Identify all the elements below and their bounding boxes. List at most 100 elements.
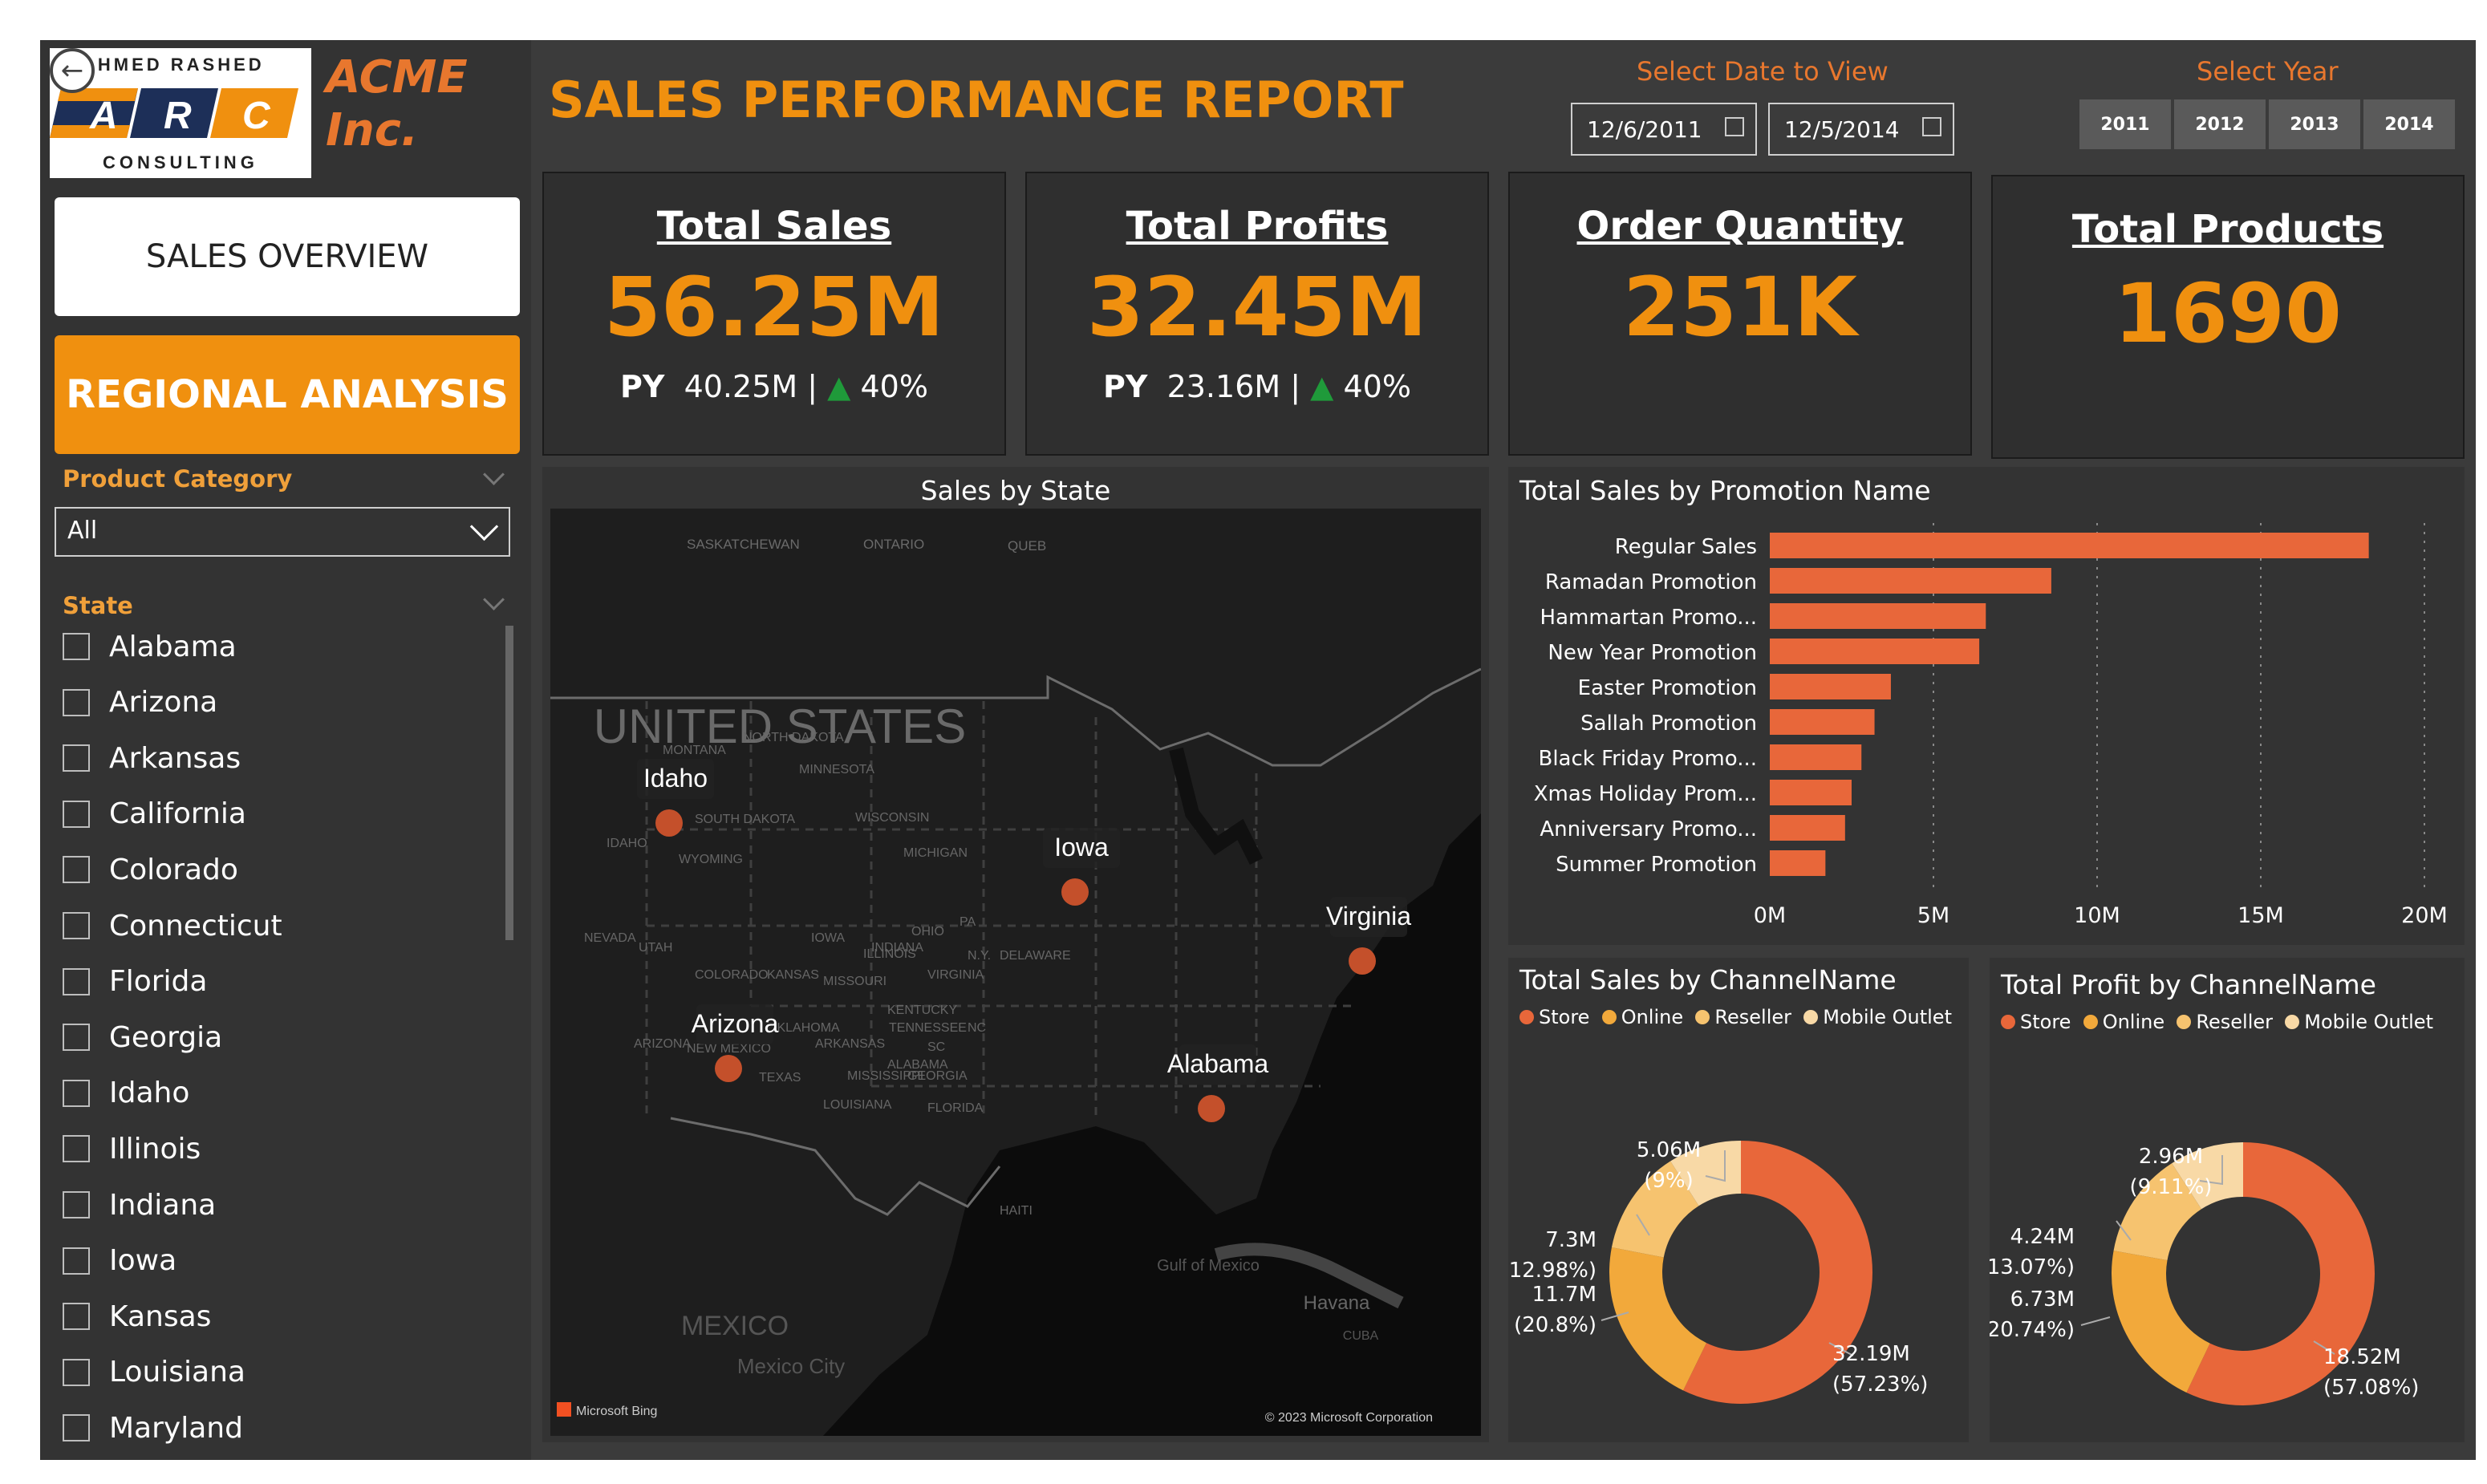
- map-state-label: MICHIGAN: [903, 846, 968, 860]
- kpi-total-sales: Total Sales 56.25M PY 40.25M | ▲ 40%: [542, 172, 1006, 456]
- state-option[interactable]: Kansas: [63, 1294, 211, 1339]
- year-button-2014[interactable]: 2014: [2363, 99, 2455, 149]
- company-name: ACME Inc.: [326, 51, 468, 157]
- donut-value-label: 18.52M: [2323, 1345, 2401, 1369]
- checkbox[interactable]: [63, 912, 90, 939]
- regional-analysis-button[interactable]: REGIONAL ANALYSIS: [55, 335, 520, 454]
- state-scrollbar[interactable]: [505, 626, 513, 940]
- donut-slice[interactable]: [1670, 1141, 1741, 1206]
- state-option[interactable]: Idaho: [63, 1071, 189, 1116]
- checkbox[interactable]: [63, 1191, 90, 1218]
- state-option[interactable]: Iowa: [63, 1239, 176, 1283]
- checkbox[interactable]: [63, 856, 90, 884]
- sales-overview-button[interactable]: SALES OVERVIEW: [55, 197, 520, 316]
- map-bubble[interactable]: [1198, 1095, 1225, 1122]
- state-option[interactable]: Arkansas: [63, 736, 241, 781]
- map-bubble[interactable]: [1349, 947, 1376, 975]
- donut-slice[interactable]: [2113, 1163, 2202, 1261]
- donut-slice[interactable]: [2172, 1142, 2243, 1210]
- promotion-bar[interactable]: [1770, 780, 1852, 805]
- state-option[interactable]: Alabama: [63, 624, 237, 669]
- legend-dot-icon: [1695, 1010, 1710, 1024]
- promotion-bar[interactable]: [1770, 815, 1845, 841]
- map-bubble[interactable]: [1061, 878, 1089, 906]
- up-arrow-icon: ▲: [1310, 369, 1334, 404]
- map-state-label: OHIO: [911, 925, 944, 939]
- promotion-bar[interactable]: [1770, 533, 2369, 558]
- calendar-icon[interactable]: [1725, 117, 1744, 136]
- x-tick-label: 15M: [2237, 903, 2284, 928]
- map-state-label: NEVADA: [584, 931, 636, 945]
- donut-slice[interactable]: [1609, 1247, 1707, 1391]
- state-option[interactable]: Louisiana: [63, 1350, 245, 1395]
- state-option[interactable]: California: [63, 792, 246, 837]
- promotion-bar[interactable]: [1770, 639, 1980, 664]
- year-button-2011[interactable]: 2011: [2079, 99, 2171, 149]
- checkbox[interactable]: [63, 688, 90, 716]
- map-state-label: IDAHO: [607, 837, 647, 850]
- state-option[interactable]: Illinois: [63, 1126, 201, 1171]
- promotion-chart-panel: Total Sales by Promotion Name 0M 5M 10M 15M…: [1508, 467, 2465, 945]
- checkbox[interactable]: [63, 800, 90, 828]
- legend-store: Store: [2020, 1011, 2071, 1033]
- checkbox[interactable]: [63, 1414, 90, 1442]
- state-option[interactable]: Florida: [63, 959, 207, 1004]
- map-state-label: MINNESOTA: [799, 763, 874, 776]
- promotion-bar[interactable]: [1770, 674, 1891, 699]
- kpi-order-quantity: Order Quantity 251K: [1508, 172, 1972, 456]
- end-date-input[interactable]: 12/5/2014: [1768, 103, 1954, 156]
- map-state-label: KANSAS: [767, 968, 819, 982]
- checkbox[interactable]: [63, 633, 90, 660]
- map-bubble-label-bg: [1179, 1044, 1256, 1085]
- promotion-bar[interactable]: [1770, 744, 1862, 770]
- state-option[interactable]: Maryland: [63, 1405, 243, 1450]
- leader-line: [1601, 1312, 1629, 1321]
- checkbox[interactable]: [63, 1079, 90, 1107]
- donut-percent-label: (57.23%): [1832, 1372, 1928, 1397]
- donut-slice[interactable]: [1683, 1141, 1872, 1404]
- py-value: 23.16M: [1166, 369, 1281, 404]
- chevron-down-icon[interactable]: [483, 464, 505, 485]
- map-bubble[interactable]: [655, 809, 683, 837]
- promotion-bar[interactable]: [1770, 709, 1875, 735]
- chevron-down-icon[interactable]: [483, 589, 505, 610]
- checkbox[interactable]: [63, 1135, 90, 1163]
- checkbox[interactable]: [63, 1024, 90, 1052]
- state-option[interactable]: Arizona: [63, 680, 217, 725]
- map-state-label: KENTUCKY: [887, 1004, 957, 1017]
- kpi-title: Total Profits: [1126, 204, 1389, 249]
- donut-slice[interactable]: [2186, 1142, 2375, 1405]
- category-label: Hammartan Promo...: [1540, 606, 1757, 630]
- promotion-bar-chart[interactable]: 0M 5M 10M 15M 20M Regular Sales Ramadan Promot…: [1508, 512, 2465, 942]
- state-option[interactable]: Colorado: [63, 847, 238, 892]
- bing-label: Microsoft Bing: [576, 1405, 657, 1418]
- promotion-bar[interactable]: [1770, 603, 1986, 629]
- year-button-2013[interactable]: 2013: [2269, 99, 2360, 149]
- back-arrow-icon[interactable]: ←: [50, 48, 95, 93]
- state-option-label: California: [109, 797, 246, 831]
- checkbox[interactable]: [63, 744, 90, 772]
- main-area: SALES PERFORMANCE REPORT Select Date to …: [531, 40, 2476, 1460]
- sales-channel-donut[interactable]: 32.19M (57.23%) 11.7M (20.8%) 7.3M (12.98%) 5.…: [1508, 1038, 1969, 1439]
- map-state-label: LOUISIANA: [823, 1098, 892, 1112]
- checkbox[interactable]: [63, 1247, 90, 1275]
- start-date-input[interactable]: 12/6/2011: [1571, 103, 1757, 156]
- donut-slice[interactable]: [1611, 1161, 1699, 1258]
- calendar-icon[interactable]: [1922, 117, 1941, 136]
- state-option[interactable]: Connecticut: [63, 903, 282, 948]
- checkbox[interactable]: [63, 1358, 90, 1386]
- checkbox[interactable]: [63, 967, 90, 995]
- checkbox[interactable]: [63, 1303, 90, 1331]
- bing-logo-icon: [557, 1402, 571, 1417]
- profit-channel-donut[interactable]: 18.52M (57.08%) 6.73M (20.74%) 4.24M (13.07%)…: [1990, 1043, 2465, 1439]
- donut-slice[interactable]: [2112, 1251, 2210, 1393]
- great-lakes: [1169, 747, 1264, 866]
- promotion-bar[interactable]: [1770, 850, 1826, 876]
- promotion-bar[interactable]: [1770, 568, 2051, 594]
- year-button-2012[interactable]: 2012: [2174, 99, 2266, 149]
- state-option[interactable]: Georgia: [63, 1015, 222, 1060]
- map-bubble[interactable]: [715, 1055, 742, 1082]
- map[interactable]: UNITED STATES MEXICO Mexico City Gulf of…: [550, 509, 1481, 1436]
- product-category-dropdown[interactable]: All: [55, 507, 510, 557]
- state-option[interactable]: Indiana: [63, 1182, 216, 1227]
